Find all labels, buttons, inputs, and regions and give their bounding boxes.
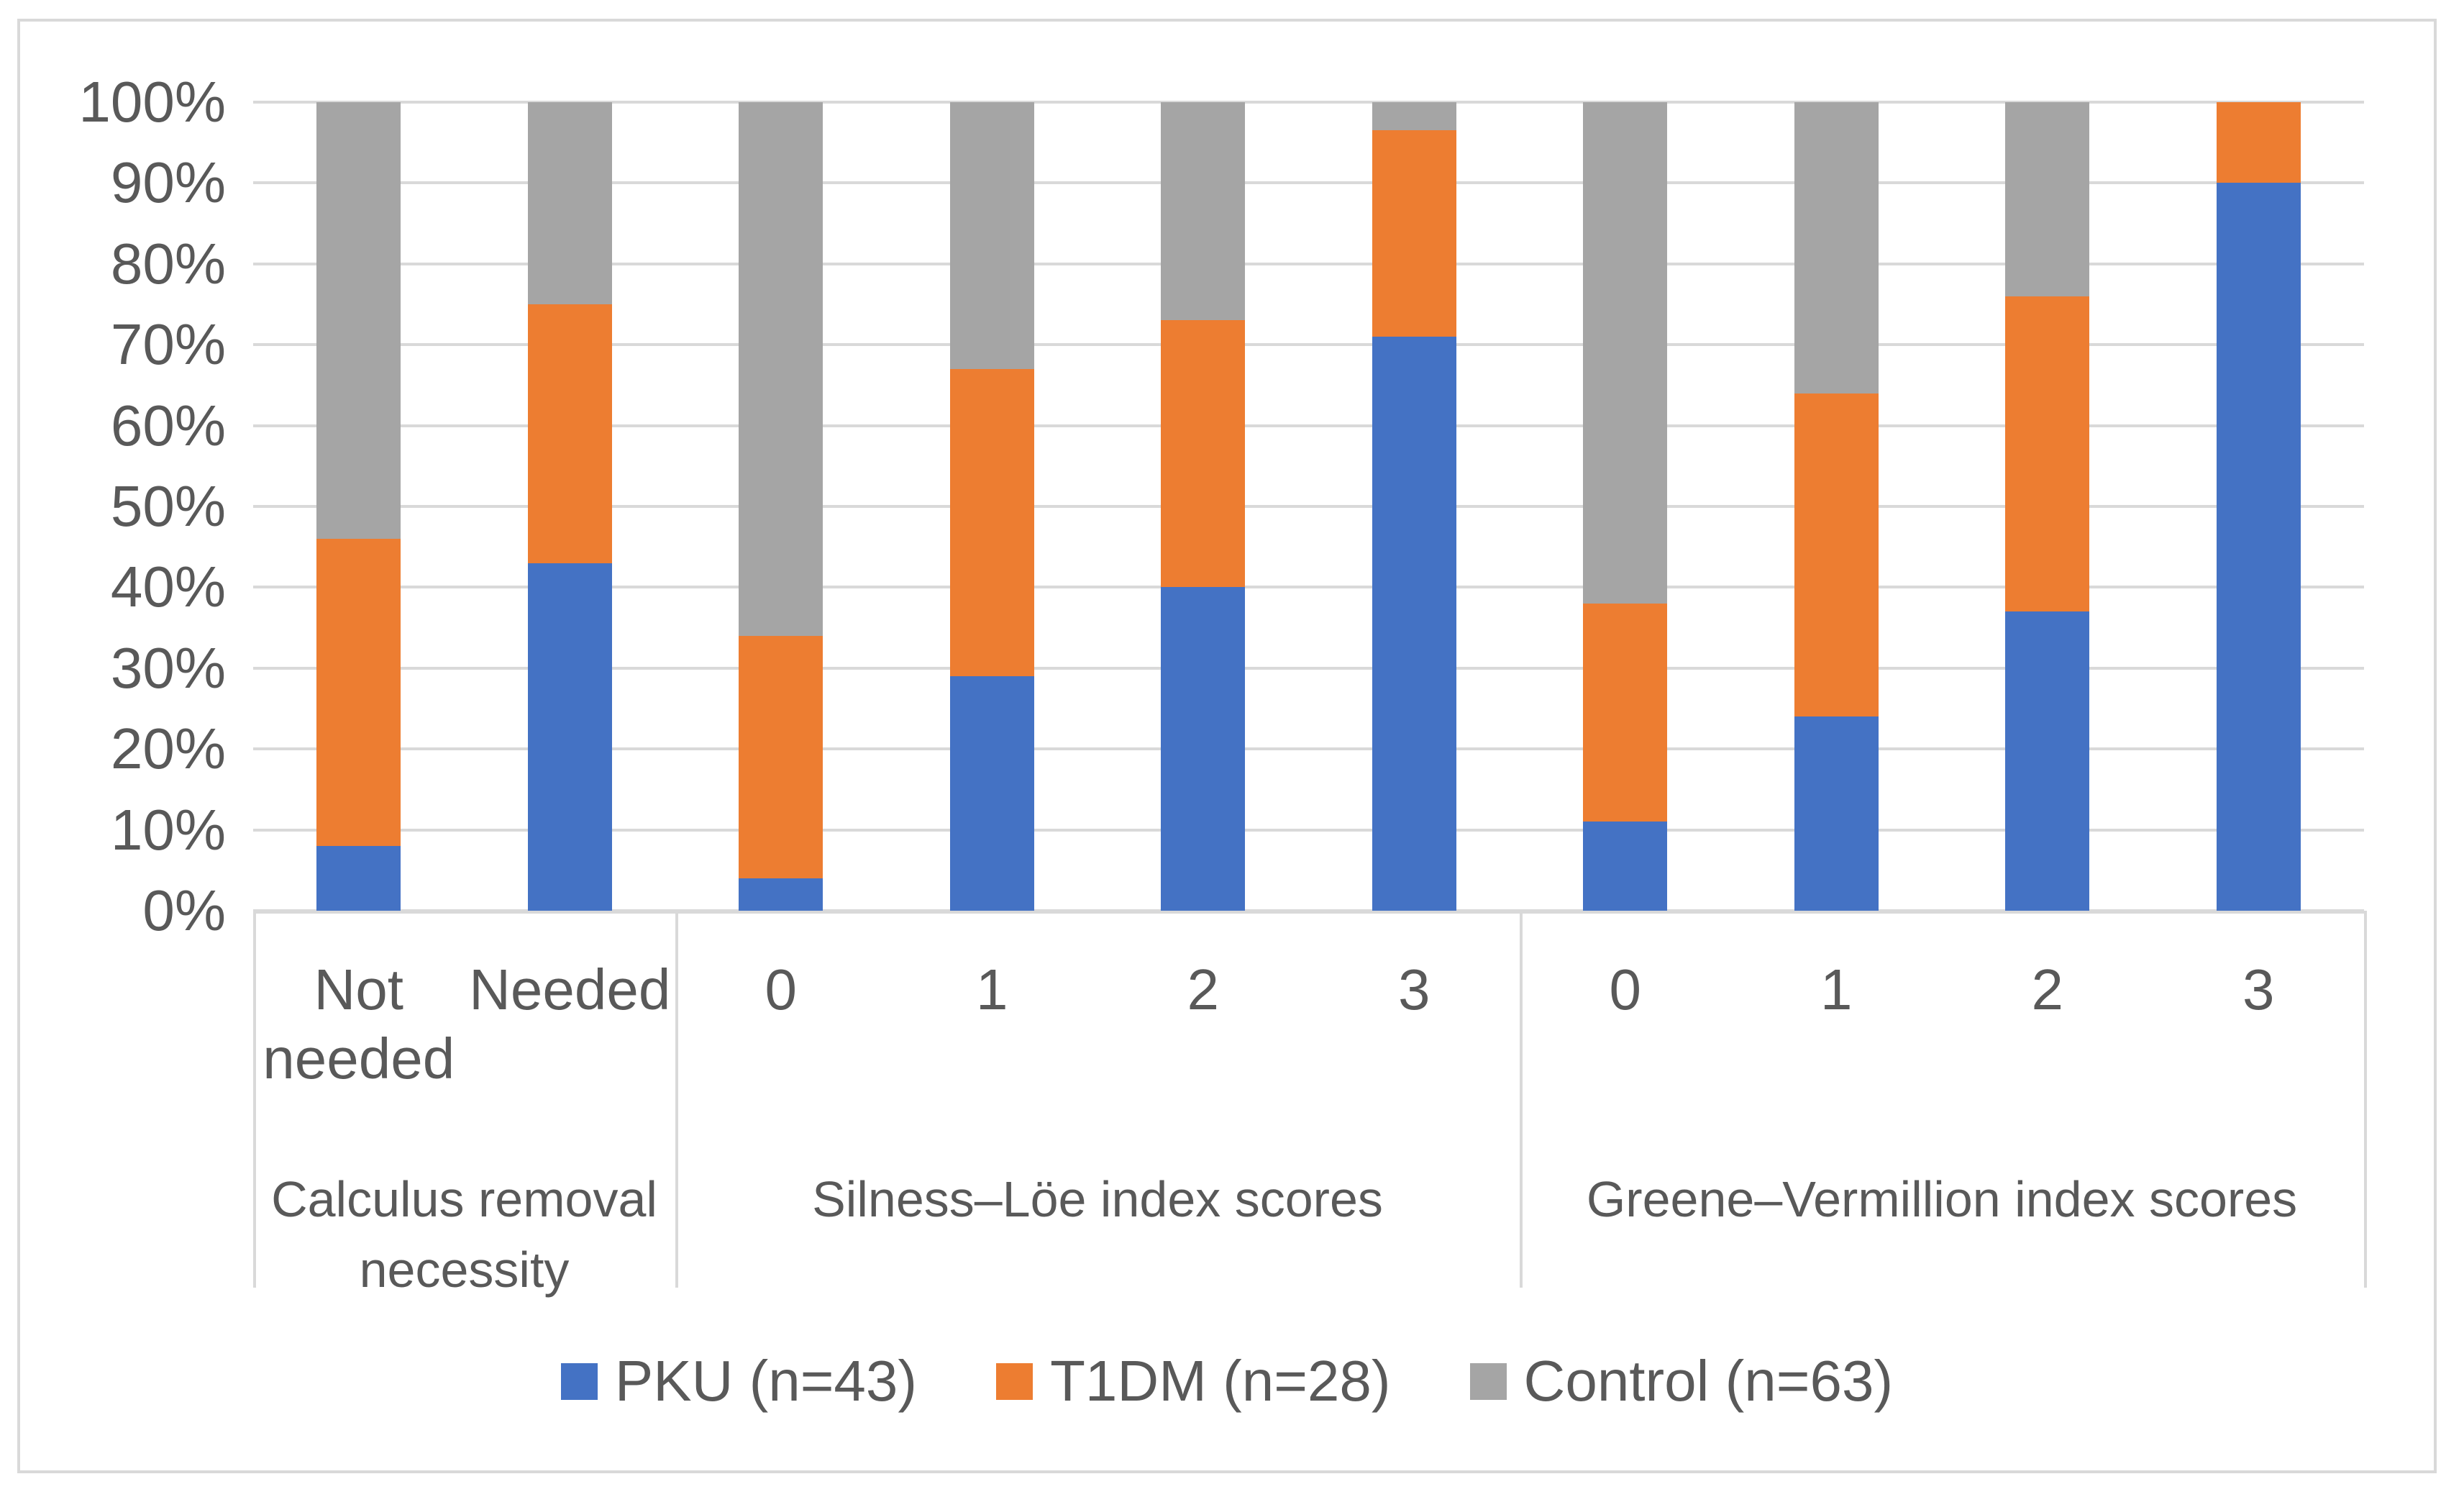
gridline <box>253 586 2364 589</box>
category-tick-label: 2 <box>1187 957 1220 1021</box>
bar-segment-pku <box>1372 336 1456 911</box>
bar-segment-control <box>1794 102 1879 393</box>
bar-segment-pku <box>1794 716 1879 911</box>
bar-segment-control <box>2005 102 2090 296</box>
y-axis-tick-label: 70% <box>110 312 226 377</box>
category-tick-label: 3 <box>1398 957 1431 1021</box>
y-axis-tick-label: 90% <box>110 150 226 215</box>
bar-segment-control <box>527 102 612 304</box>
y-axis-tick-label: 30% <box>110 635 226 700</box>
legend: PKU (n=43) T1DM (n=28) Control (n=63) <box>20 1338 2434 1424</box>
bar-segment-t1dm <box>739 635 823 879</box>
category-tick-label: 0 <box>765 957 798 1021</box>
y-axis-tick-label: 80% <box>110 231 226 296</box>
plot-area <box>253 101 2364 912</box>
y-axis-tick-label: 100% <box>78 70 226 134</box>
category-tick-label: Not needed <box>263 957 455 1091</box>
bar-segment-pku <box>527 563 612 911</box>
bar-segment-t1dm <box>1161 320 1246 588</box>
gridline <box>253 262 2364 265</box>
bar-segment-pku <box>1583 822 1668 911</box>
bar-segment-t1dm <box>316 538 401 847</box>
group-divider <box>253 911 256 1288</box>
legend-label: Control (n=63) <box>1523 1349 1894 1413</box>
bar-segment-t1dm <box>1583 603 1668 822</box>
bar-segment-pku <box>949 676 1034 911</box>
legend-item: PKU (n=43) <box>560 1348 918 1414</box>
bar-segment-pku <box>316 846 401 911</box>
legend-swatch-control <box>1469 1362 1507 1400</box>
stacked-bar-chart: 0% 10% 20% 30% 40% 50% 60% 70% 80% 90% 100% Not ne… <box>20 22 2434 1470</box>
category-tick-label: 1 <box>1820 957 1853 1021</box>
y-axis-tick-label: 0% <box>142 878 226 942</box>
y-axis-tick-label: 10% <box>110 797 226 862</box>
group-divider <box>1520 911 1523 1288</box>
bar-segment-pku <box>2216 183 2301 911</box>
group-divider <box>675 911 678 1288</box>
y-axis-tick-label: 40% <box>110 555 226 619</box>
bar-segment-pku <box>2005 611 2090 911</box>
bar-segment-control <box>739 102 823 636</box>
legend-label: PKU (n=43) <box>614 1349 918 1413</box>
bar-segment-control <box>316 102 401 539</box>
category-tick-label: 1 <box>976 957 1008 1021</box>
bar-segment-control <box>1372 102 1456 131</box>
y-axis-tick-label: 60% <box>110 393 226 458</box>
y-axis: 0% 10% 20% 30% 40% 50% 60% 70% 80% 90% 100% <box>20 70 226 942</box>
category-tick-label: 3 <box>2242 957 2275 1021</box>
gridline <box>253 828 2364 832</box>
legend-label: T1DM (n=28) <box>1050 1349 1391 1413</box>
legend-swatch-t1dm <box>996 1362 1033 1400</box>
bar-segment-t1dm <box>1794 393 1879 717</box>
category-axis: Not needed Needed 0 1 2 3 0 1 2 3 Calculus removal… <box>253 911 2367 1298</box>
gridline <box>253 181 2364 185</box>
category-group-label: Calculus removal necessity <box>271 1171 657 1298</box>
bar-segment-t1dm <box>2005 296 2090 612</box>
category-tick-label: 0 <box>1609 957 1642 1021</box>
figure-border: 0% 10% 20% 30% 40% 50% 60% 70% 80% 90% 100% Not ne… <box>17 19 2437 1473</box>
bar-segment-t1dm <box>949 368 1034 677</box>
gridline <box>253 747 2364 751</box>
legend-item: Control (n=63) <box>1469 1348 1894 1414</box>
bar-segment-control <box>949 102 1034 369</box>
category-tick-label: 2 <box>2031 957 2064 1021</box>
bar-segment-t1dm <box>2216 102 2301 183</box>
bar-segment-t1dm <box>527 304 612 563</box>
legend-swatch-pku <box>560 1362 598 1400</box>
bar-segment-control <box>1583 102 1668 604</box>
y-axis-tick-label: 20% <box>110 716 226 781</box>
group-divider <box>2364 911 2367 1288</box>
category-tick-label: Needed <box>469 957 671 1021</box>
gridline <box>253 424 2364 427</box>
bar-segment-control <box>1161 102 1246 321</box>
bar-segment-pku <box>739 878 823 911</box>
bar-segment-t1dm <box>1372 130 1456 337</box>
category-group-label: Greene–Vermillion index scores <box>1586 1171 2298 1227</box>
gridline <box>253 505 2364 508</box>
gridline <box>253 343 2364 347</box>
legend-item: T1DM (n=28) <box>996 1348 1391 1414</box>
bar-segment-pku <box>1161 587 1246 911</box>
y-axis-tick-label: 50% <box>110 474 226 538</box>
x-axis-line <box>253 911 2364 914</box>
category-group-label: Silness–Löe index scores <box>812 1171 1383 1227</box>
gridline <box>253 101 2364 104</box>
gridline <box>253 666 2364 670</box>
